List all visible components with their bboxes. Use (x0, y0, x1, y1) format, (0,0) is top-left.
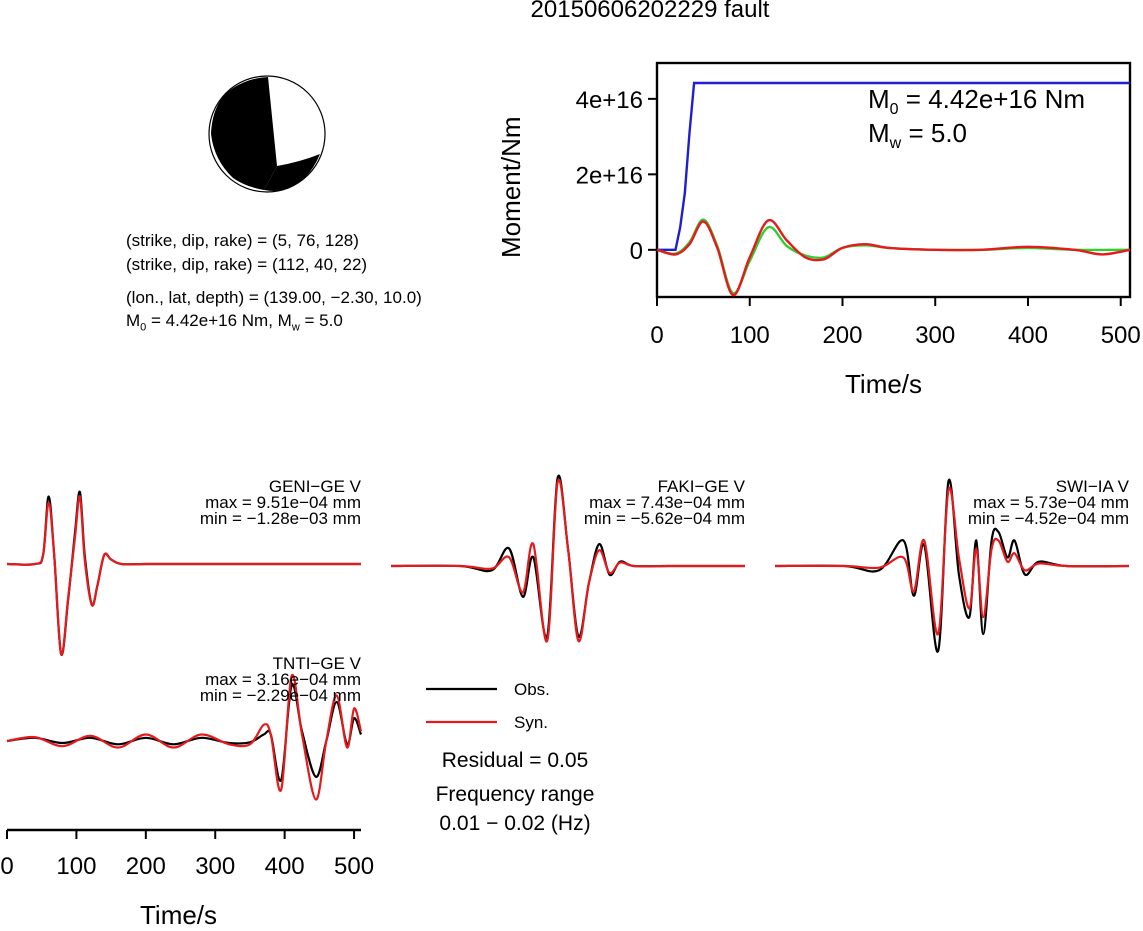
waveform-obs-trace-3 (774, 478, 1130, 653)
waveform-syn-trace-1 (6, 495, 361, 656)
station-min: min = −1.28e−03 mm (199, 509, 361, 528)
station-min: min = −2.29e−04 mm (199, 686, 361, 705)
m0-annotation: M0 = 4.42e+16 Nm (868, 84, 1086, 119)
station-label-1: GENI−GE V max = 9.51e−04 mm min = −1.28e… (199, 477, 361, 528)
waveform-syn-trace-3 (774, 486, 1130, 636)
station-max: max = 3.16e−04 mm (205, 670, 361, 689)
station-name: TNTI−GE V (272, 654, 361, 673)
moment-series-1 (657, 81, 1130, 251)
waveform-syn-trace-4 (6, 673, 363, 801)
residual: Residual = 0.05 (441, 749, 589, 772)
legend-syn-label: Syn. (514, 713, 549, 732)
waveform-xtick-label: 300 (195, 853, 235, 880)
moment-magnitude-info: M0 = 4.42e+16 Nm, Mw = 5.0 (126, 311, 343, 334)
page-title: 20150606202229 fault (530, 0, 770, 23)
beachball-compression-quadrant-2 (264, 154, 320, 191)
moment-ytick-label: 0 (630, 238, 643, 265)
beachball-compression-quadrant-1 (211, 77, 277, 190)
waveform-xtick-label: 0 (0, 853, 13, 880)
moment-xtick-label: 0 (650, 322, 663, 349)
station-max: max = 5.73e−04 mm (973, 493, 1129, 512)
moment-xtick-label: 400 (1008, 322, 1048, 349)
moment-series-3 (656, 219, 1131, 297)
moment-ytick-label: 2e+16 (576, 162, 643, 189)
waveform-xtick-label: 200 (126, 853, 166, 880)
station-min: min = −5.62e−04 mm (583, 509, 745, 528)
moment-plot-frame (655, 61, 1132, 299)
waveform-xlabel: Time/s (140, 900, 218, 930)
moment-ytick-label: 4e+16 (576, 87, 643, 114)
waveform-syn-trace-2 (390, 478, 745, 643)
moment-xtick-label: 200 (822, 322, 862, 349)
station-label-4: TNTI−GE V max = 3.16e−04 mm min = −2.29e… (199, 654, 361, 705)
nodal-plane-2: (strike, dip, rake) = (112, 40, 22) (126, 255, 368, 274)
frequency-range-value: 0.01 − 0.02 (Hz) (439, 812, 591, 835)
location-depth: (lon., lat, depth) = (139.00, −2.30, 10.… (126, 288, 422, 307)
moment-xlabel: Time/s (845, 369, 923, 399)
station-name: GENI−GE V (268, 477, 361, 496)
frequency-range-label: Frequency range (435, 783, 595, 806)
waveform-xtick-label: 500 (334, 853, 374, 880)
station-name: FAKI−GE V (657, 477, 745, 496)
station-max: max = 7.43e−04 mm (589, 493, 745, 512)
station-label-3: SWI−IA V max = 5.73e−04 mm min = −4.52e−… (967, 477, 1129, 528)
waveform-xtick-label: 100 (56, 853, 96, 880)
station-name: SWI−IA V (1055, 477, 1129, 496)
station-min: min = −4.52e−04 mm (967, 509, 1129, 528)
moment-xtick-label: 300 (915, 322, 955, 349)
legend-obs-label: Obs. (514, 680, 550, 699)
moment-xtick-label: 100 (730, 322, 770, 349)
station-label-2: FAKI−GE V max = 7.43e−04 mm min = −5.62e… (583, 477, 745, 528)
waveform-xtick-label: 400 (265, 853, 305, 880)
moment-xtick-label: 500 (1101, 322, 1141, 349)
mw-annotation: Mw = 5.0 (868, 118, 968, 153)
station-max: max = 9.51e−04 mm (205, 493, 361, 512)
nodal-plane-1: (strike, dip, rake) = (5, 76, 128) (126, 231, 359, 250)
